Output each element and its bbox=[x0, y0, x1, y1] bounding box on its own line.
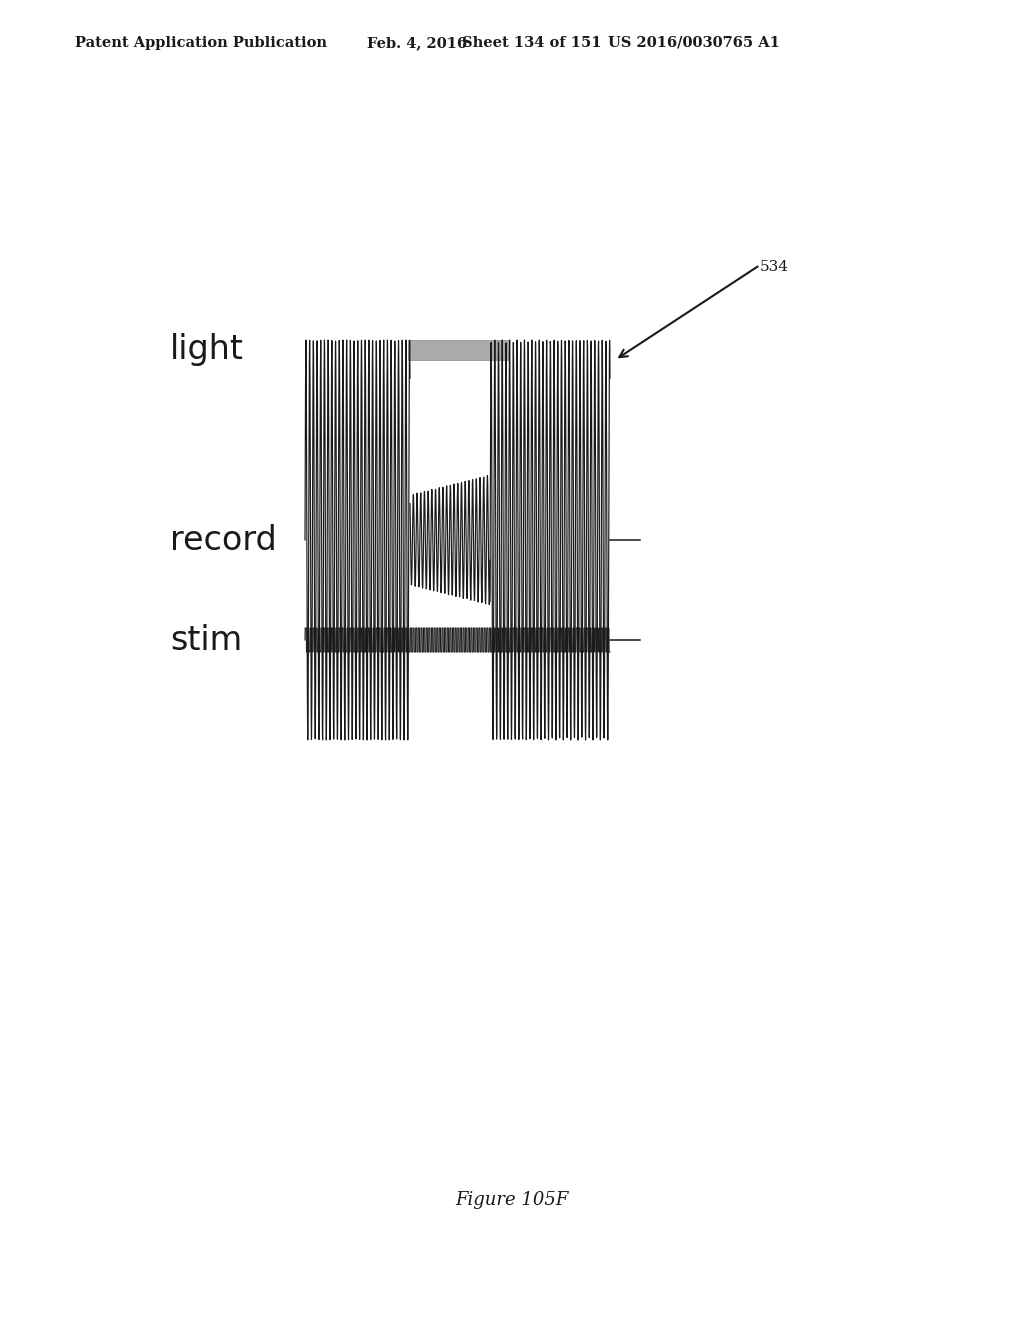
Text: light: light bbox=[170, 334, 244, 367]
Text: 534: 534 bbox=[760, 260, 790, 275]
Text: record: record bbox=[170, 524, 276, 557]
Text: stim: stim bbox=[170, 623, 243, 656]
Text: US 2016/0030765 A1: US 2016/0030765 A1 bbox=[608, 36, 780, 50]
Text: Feb. 4, 2016: Feb. 4, 2016 bbox=[367, 36, 467, 50]
Text: Sheet 134 of 151: Sheet 134 of 151 bbox=[462, 36, 601, 50]
Bar bbox=[408, 341, 508, 360]
Text: Patent Application Publication: Patent Application Publication bbox=[75, 36, 327, 50]
Text: Figure 105F: Figure 105F bbox=[456, 1191, 568, 1209]
